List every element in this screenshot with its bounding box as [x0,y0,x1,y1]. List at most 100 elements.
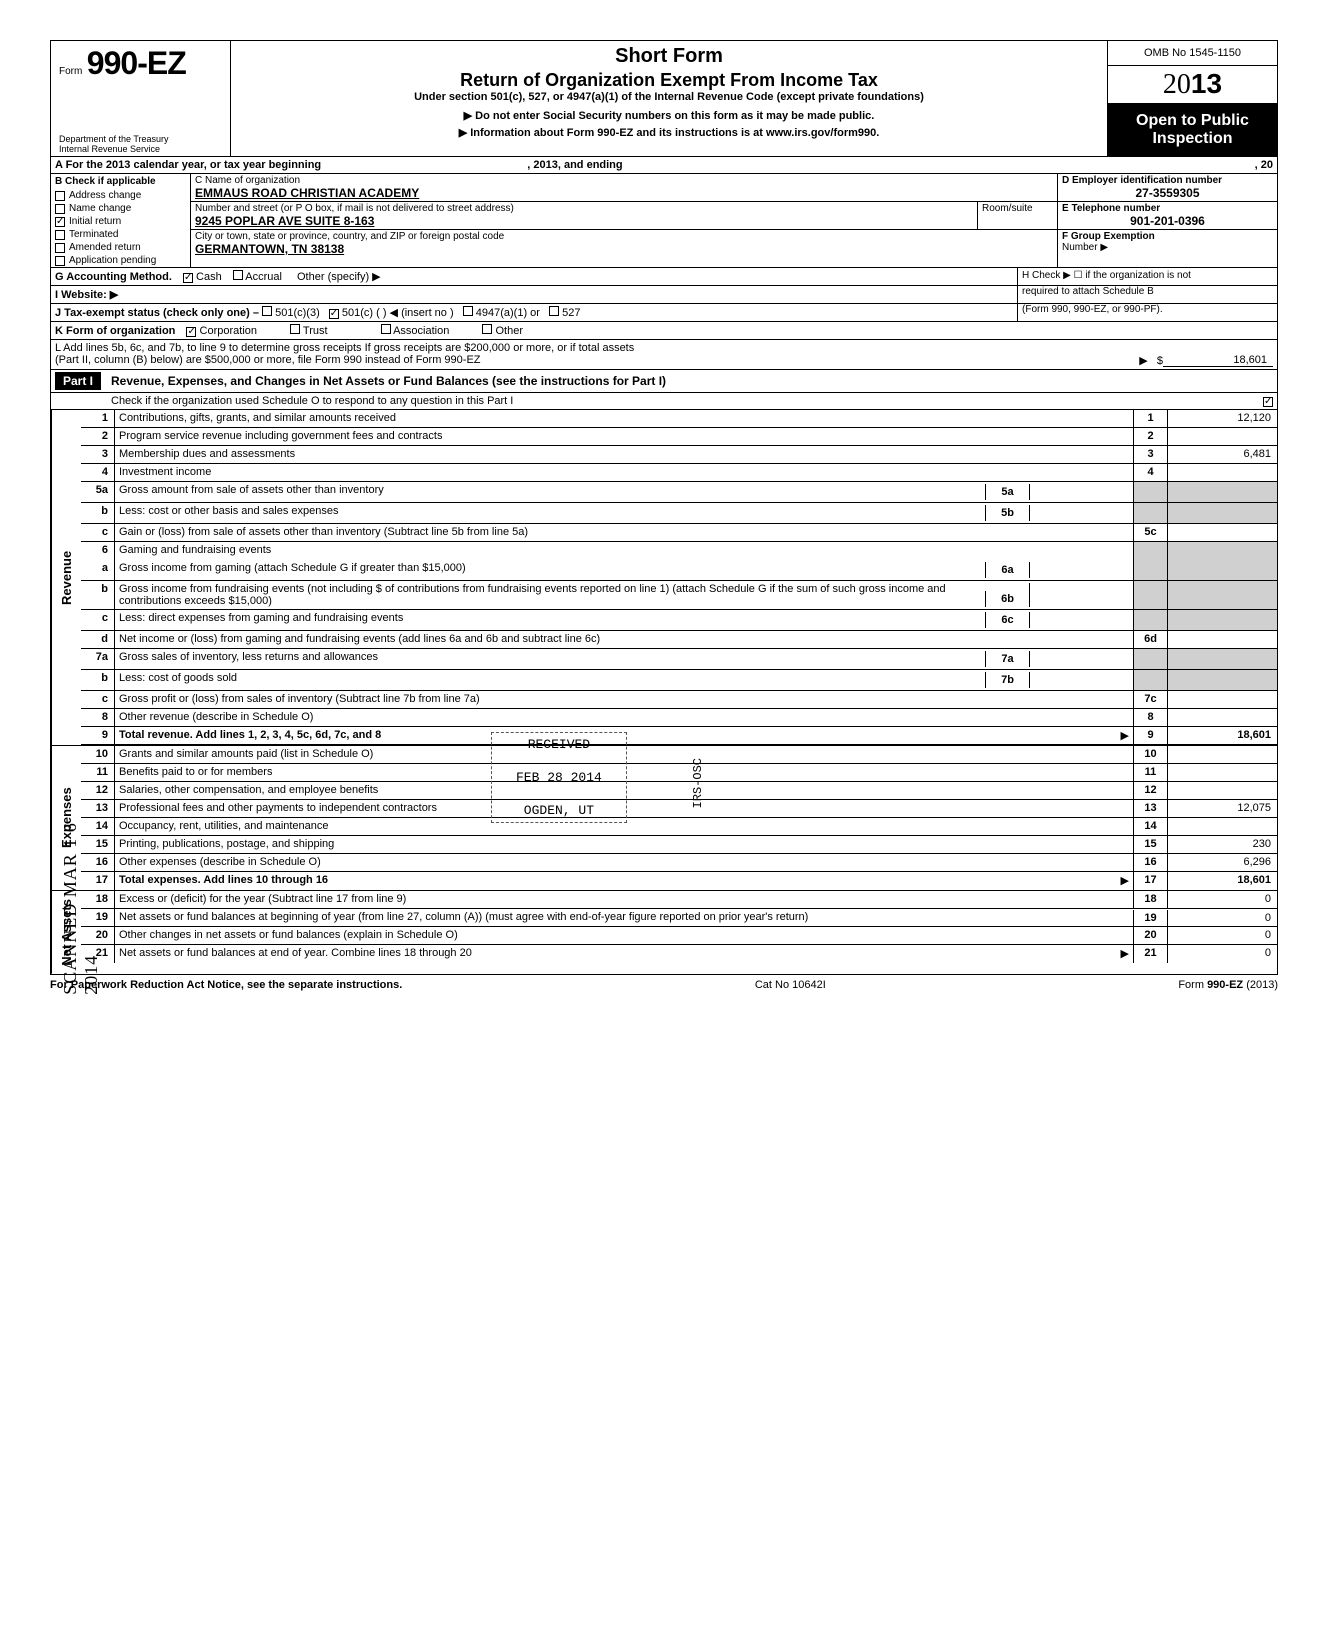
chk-name[interactable] [55,204,65,214]
chk-corp[interactable] [186,327,196,337]
org-name: EMMAUS ROAD CHRISTIAN ACADEMY [195,186,1053,200]
f-group-label: F Group Exemption [1062,231,1273,242]
line-8-amt [1167,709,1277,726]
chk-trust[interactable] [290,324,300,334]
j-label: J Tax-exempt status (check only one) – [55,307,259,319]
line-2-num: 2 [81,428,115,445]
chk-527[interactable] [549,306,559,316]
chk-address[interactable] [55,191,65,201]
cat-number: Cat No 10642I [755,979,826,991]
g-accrual: Accrual [245,271,282,283]
g-cash: Cash [196,271,222,283]
line-7a-desc: Gross sales of inventory, less returns a… [119,651,985,667]
line-5a-amt-shade [1167,482,1277,502]
line-13-amt: 12,075 [1167,800,1277,817]
line-2-amt [1167,428,1277,445]
line-2-desc: Program service revenue including govern… [115,428,1133,445]
form-990ez-page: SCANNED MAR 1 6 2014 Form 990-EZ Departm… [50,40,1278,995]
chk-cash[interactable] [183,273,193,283]
irs-label: Internal Revenue Service [59,144,222,154]
line-8-desc: Other revenue (describe in Schedule O) [115,709,1133,726]
lbl-pending: Application pending [69,255,156,266]
h-sub: required to attach Schedule B [1022,286,1273,297]
line-7a-num: 7a [81,649,115,669]
line-6c-num: c [81,610,115,630]
line-15-num: 15 [81,836,115,853]
street-label: Number and street (or P O box, if mail i… [195,203,973,214]
k-assoc: Association [393,325,449,337]
line-9-desc: Total revenue. Add lines 1, 2, 3, 4, 5c,… [119,729,381,741]
line-18-amt: 0 [1167,891,1277,908]
stamp-date: FEB 28 2014 [516,770,602,785]
c-name-label: C Name of organization [195,175,1053,186]
k-trust: Trust [303,325,328,337]
line-7b-amt-shade [1167,670,1277,690]
line-7c-amt [1167,691,1277,708]
line-6d-desc: Net income or (loss) from gaming and fun… [115,631,1133,648]
lbl-address: Address change [69,190,141,201]
line-19-desc: Net assets or fund balances at beginning… [115,909,1133,926]
line-15-box: 15 [1133,836,1167,853]
line-8-num: 8 [81,709,115,726]
short-form-title: Short Form [241,45,1097,68]
line-9-amt: 18,601 [1167,727,1277,744]
line-6a-num: a [81,560,115,580]
chk-501c[interactable] [329,309,339,319]
line-13-box: 13 [1133,800,1167,817]
lbl-name: Name change [69,203,131,214]
form-number: 990-EZ [87,45,186,81]
chk-assoc[interactable] [381,324,391,334]
line-16-num: 16 [81,854,115,871]
line-5b-amt-shade [1167,503,1277,523]
phone-value: 901-201-0396 [1062,214,1273,228]
chk-other[interactable] [482,324,492,334]
form-header: Form 990-EZ Department of the Treasury I… [50,40,1278,157]
line-17-box: 17 [1133,872,1167,890]
line-12-amt [1167,782,1277,799]
chk-4947[interactable] [463,306,473,316]
line-5a-box-shade [1133,482,1167,502]
revenue-label: Revenue [51,410,81,745]
line-5a-iamt [1029,484,1129,500]
street-address: 9245 POPLAR AVE SUITE 8-163 [195,214,973,228]
line-5a-desc: Gross amount from sale of assets other t… [119,484,985,500]
omb-number: OMB No 1545-1150 [1108,41,1277,66]
line-6b-desc: Gross income from fundraising events (no… [119,583,985,607]
chk-accrual[interactable] [233,270,243,280]
line-7b-ibox: 7b [985,672,1029,688]
chk-501c3[interactable] [262,306,272,316]
line-6b-iamt [1029,583,1129,607]
line-6a-desc: Gross income from gaming (attach Schedul… [119,562,985,578]
tax-year: 2013 [1108,66,1277,104]
line-5b-iamt [1029,505,1129,521]
line-20-desc: Other changes in net assets or fund bala… [115,927,1133,944]
line-9-box: 9 [1133,727,1167,744]
ein-value: 27-3559305 [1062,186,1273,200]
line-4-amt [1167,464,1277,481]
chk-initial[interactable] [55,217,65,227]
line-6-num: 6 [81,542,115,560]
part1-check-text: Check if the organization used Schedule … [111,395,513,407]
line-6-desc: Gaming and fundraising events [115,542,1133,560]
open-to-public: Open to Public Inspection [1108,104,1277,156]
chk-pending[interactable] [55,256,65,266]
chk-schedule-o[interactable] [1263,397,1273,407]
i-website-label: I Website: ▶ [55,289,118,301]
line-6a-amt-shade [1167,560,1277,580]
city-state-zip: GERMANTOWN, TN 38138 [195,242,1053,256]
line-20-amt: 0 [1167,927,1277,944]
city-label: City or town, state or province, country… [195,231,1053,242]
line-1-box: 1 [1133,410,1167,427]
line-7b-num: b [81,670,115,690]
chk-terminated[interactable] [55,230,65,240]
line-a-mid: , 2013, and ending [527,159,622,171]
line-19-amt: 0 [1167,910,1277,926]
chk-amended[interactable] [55,243,65,253]
line-4-num: 4 [81,464,115,481]
g-label: G Accounting Method. [55,271,172,283]
stamp-ogden: OGDEN, UT [516,803,602,818]
line-11-num: 11 [81,764,115,781]
form-footer: Form 990-EZ (2013) [1178,979,1278,991]
line-6c-amt-shade [1167,610,1277,630]
j-insert: ) ◀ (insert no ) [383,307,454,319]
